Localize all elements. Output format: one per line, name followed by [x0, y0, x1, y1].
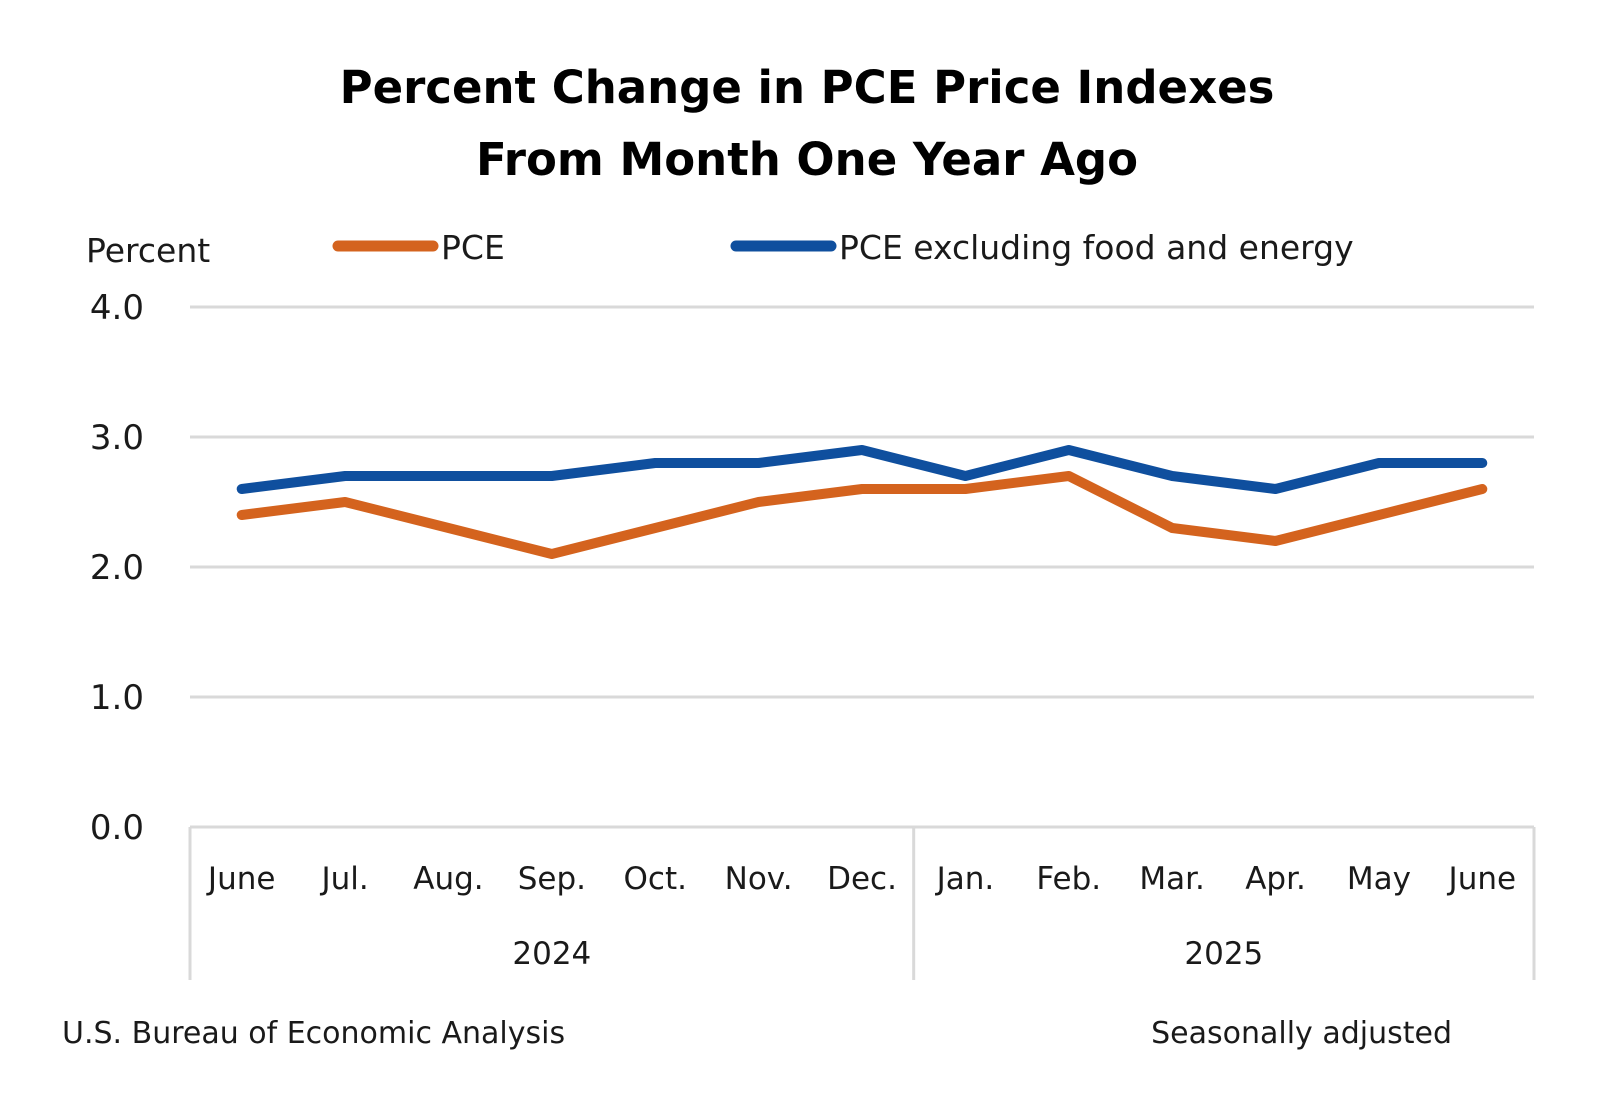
seasonal-note: Seasonally adjusted: [1151, 1016, 1452, 1051]
x-tick-label: June: [206, 861, 276, 897]
y-axis-label: Percent: [86, 231, 210, 270]
y-tick-label: 3.0: [90, 418, 144, 458]
legend-label-pce: PCE: [441, 228, 505, 267]
y-tick-label: 1.0: [90, 678, 144, 718]
x-tick-label: Nov.: [725, 861, 793, 897]
legend-label-core-pce: PCE excluding food and energy: [839, 228, 1354, 267]
year-label: 2025: [1184, 936, 1263, 972]
chart-title-line-1: Percent Change in PCE Price Indexes: [339, 61, 1275, 114]
y-tick-label: 0.0: [90, 808, 144, 848]
gridlines: 0.0 1.0 2.0 3.0 4.0: [90, 288, 1534, 848]
x-tick-label: Aug.: [413, 861, 483, 897]
series-line-core-pce: [236, 445, 1488, 494]
x-tick-label: Mar.: [1139, 861, 1205, 897]
y-tick-label: 2.0: [90, 548, 144, 588]
series-lines: [236, 445, 1488, 559]
x-tick-label: Oct.: [624, 861, 687, 897]
source-note: U.S. Bureau of Economic Analysis: [62, 1016, 566, 1051]
chart-title-line-2: From Month One Year Ago: [475, 133, 1139, 186]
legend: Percent PCE PCE excluding food and energ…: [86, 228, 1354, 270]
x-tick-label: Dec.: [827, 861, 897, 897]
x-tick-label: May: [1347, 861, 1411, 897]
chart-title: Percent Change in PCE Price Indexes From…: [0, 52, 1614, 196]
x-tick-label: Jul.: [319, 861, 368, 897]
x-tick-label: Jan.: [935, 861, 995, 897]
x-tick-label: Sep.: [518, 861, 586, 897]
x-tick-label: Apr.: [1245, 861, 1306, 897]
y-tick-label: 4.0: [90, 288, 144, 328]
x-axis: June Jul. Aug. Sep. Oct. Nov. Dec. Jan. Feb. Mar.…: [188, 825, 1536, 980]
year-label: 2024: [512, 936, 591, 972]
x-tick-label: June: [1447, 861, 1517, 897]
x-tick-label: Feb.: [1036, 861, 1101, 897]
series-line-pce: [236, 471, 1488, 559]
